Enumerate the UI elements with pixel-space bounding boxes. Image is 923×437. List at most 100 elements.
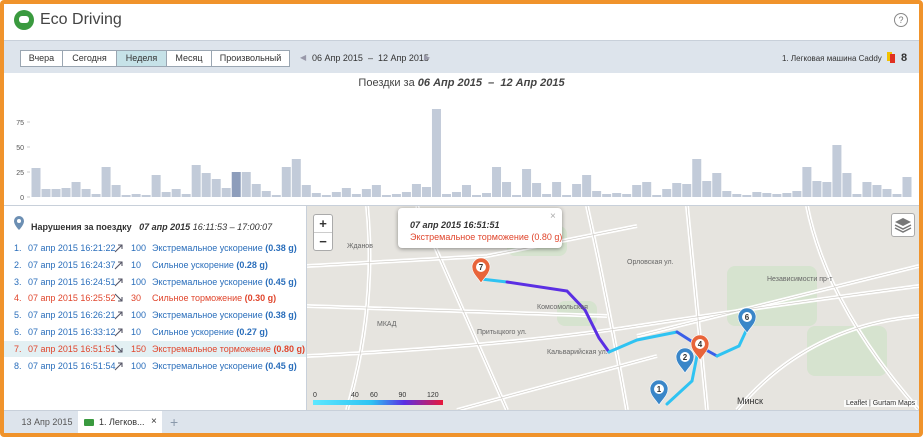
marker-dot [476, 262, 486, 272]
violations-panel: Нарушения за поездку 07 апр 2015 16:11:5… [4, 206, 306, 410]
bar [331, 192, 341, 197]
row-time: 07 апр 2015 16:21:22 [28, 243, 116, 253]
arrow-icon [114, 328, 123, 337]
arrow [114, 311, 123, 320]
row-speed: 100 [131, 360, 147, 371]
route [479, 277, 509, 284]
map-marker[interactable]: 4 [690, 334, 710, 361]
marker-label: 7 [479, 263, 484, 272]
zoom-control: + − [313, 214, 333, 251]
violation-row[interactable]: 6. 07 апр 2015 16:33:12 10 Сильное ускорени… [4, 324, 306, 340]
arrow [114, 294, 123, 302]
period-button[interactable]: Неделя [116, 50, 167, 67]
violation-row[interactable]: 3. 07 апр 2015 16:24:51 100 Экстремальное у… [4, 274, 306, 290]
bar [211, 179, 221, 197]
violation-row[interactable]: 1. 07 апр 2015 16:21:22 100 Экстремальное у… [4, 240, 306, 256]
map-marker[interactable]: 1 [649, 379, 669, 406]
bar [532, 183, 542, 197]
bar [461, 185, 471, 197]
icon [887, 52, 892, 61]
arrow-icon [114, 278, 123, 286]
bar [391, 194, 401, 197]
map[interactable]: ЖдановКомсомольскаяМинскПобедителей пр-т… [307, 206, 919, 410]
bar [782, 193, 792, 197]
period-button[interactable]: Месяц [166, 50, 212, 67]
row-desc: Экстремальное ускорение (0.45 g) [152, 277, 297, 287]
bar [351, 194, 361, 197]
bar [762, 193, 772, 197]
range-sep: – [367, 53, 373, 63]
map-marker[interactable]: 6 [737, 307, 757, 334]
popup-close[interactable]: × [550, 211, 556, 222]
road-edge [736, 315, 919, 410]
row-desc: Экстремальное торможение (0.80 g) [152, 344, 305, 354]
tab-close[interactable]: × [151, 416, 157, 427]
bar [441, 194, 451, 197]
g-value: (0.28 g) [236, 259, 268, 270]
speed-tick-label: 120 [427, 392, 439, 399]
zoom-in[interactable]: + [314, 215, 332, 233]
bar [91, 194, 101, 197]
road-edge [806, 206, 919, 410]
toolbar: Вчера Сегодня Неделя Месяц Произвольный ◀ 06… [4, 40, 919, 73]
period-button[interactable]: Сегодня [62, 50, 117, 67]
arrow [114, 278, 123, 286]
prev-arrow[interactable]: ◀ [300, 53, 307, 62]
bar [812, 181, 822, 197]
map-label: Независимости пр-т [767, 276, 833, 283]
row-time: 07 апр 2015 16:51:54 [28, 360, 116, 371]
add-tab[interactable]: + [170, 414, 179, 430]
help-button[interactable]: ? [894, 13, 908, 27]
next-arrow[interactable]: ▶ [424, 53, 431, 62]
row-speed: 10 [131, 259, 142, 270]
row-time: 07 апр 2015 16:25:52 [28, 293, 116, 304]
bar [902, 177, 912, 197]
violation-row[interactable]: 8. 07 апр 2015 16:51:54 100 Экстремальное у… [4, 358, 306, 374]
tab-active[interactable]: 1. Легков... × [78, 411, 162, 433]
bar [241, 172, 251, 197]
chart-title: Поездки за 06 Апр 2015 – 12 Апр 2015 [4, 77, 919, 89]
speed-tick-label: 90 [399, 392, 407, 399]
map-marker[interactable]: 2 [675, 347, 695, 374]
bar [482, 193, 492, 197]
period-button[interactable]: Произвольный [211, 50, 290, 67]
tab[interactable]: 13 Апр 2015 [21, 417, 73, 427]
zoom-out[interactable]: − [319, 234, 327, 249]
bar [361, 189, 371, 197]
marker-dot [695, 339, 705, 349]
violation-row[interactable]: 7. 07 апр 2015 16:51:51 150 Экстремальное т… [4, 340, 306, 357]
attribution: Leaflet | Gurtam Maps [844, 400, 918, 407]
bar [792, 191, 802, 197]
bar [472, 195, 482, 197]
bar [822, 182, 832, 197]
divider [306, 206, 307, 410]
row-number: 8. [14, 360, 22, 371]
violation-row[interactable]: 2. 07 апр 2015 16:24:37 10 Сильное ускорени… [4, 257, 306, 273]
map-marker[interactable]: 7 [471, 257, 491, 284]
map-label: Комсомольская [537, 304, 588, 311]
bar [512, 195, 522, 197]
map-label: Минск [737, 396, 763, 406]
g-value: (0.45 g) [265, 360, 297, 371]
violation-row[interactable]: 5. 07 апр 2015 16:26:21 100 Экстремальное у… [4, 307, 306, 323]
speed-scale [313, 400, 443, 405]
desc: Экстремальное ускорение [152, 360, 263, 371]
bar [171, 189, 181, 197]
layers-button[interactable] [891, 213, 915, 237]
violation-row[interactable]: 4. 07 апр 2015 16:25:52 30 Сильное торможен… [4, 290, 306, 306]
bar [742, 195, 752, 197]
bar [622, 194, 632, 197]
bar [411, 184, 421, 197]
arrow [114, 261, 123, 270]
period-button[interactable]: Вчера [20, 50, 63, 67]
unit-count: 8 [901, 52, 908, 64]
bar [181, 194, 191, 197]
bar [81, 189, 91, 197]
bar [582, 175, 592, 197]
row-number: 1. [14, 243, 22, 253]
arrow [114, 362, 123, 370]
bar [522, 169, 532, 197]
bar [802, 167, 812, 197]
bar [712, 173, 722, 197]
g-value: (0.38 g) [265, 310, 297, 321]
